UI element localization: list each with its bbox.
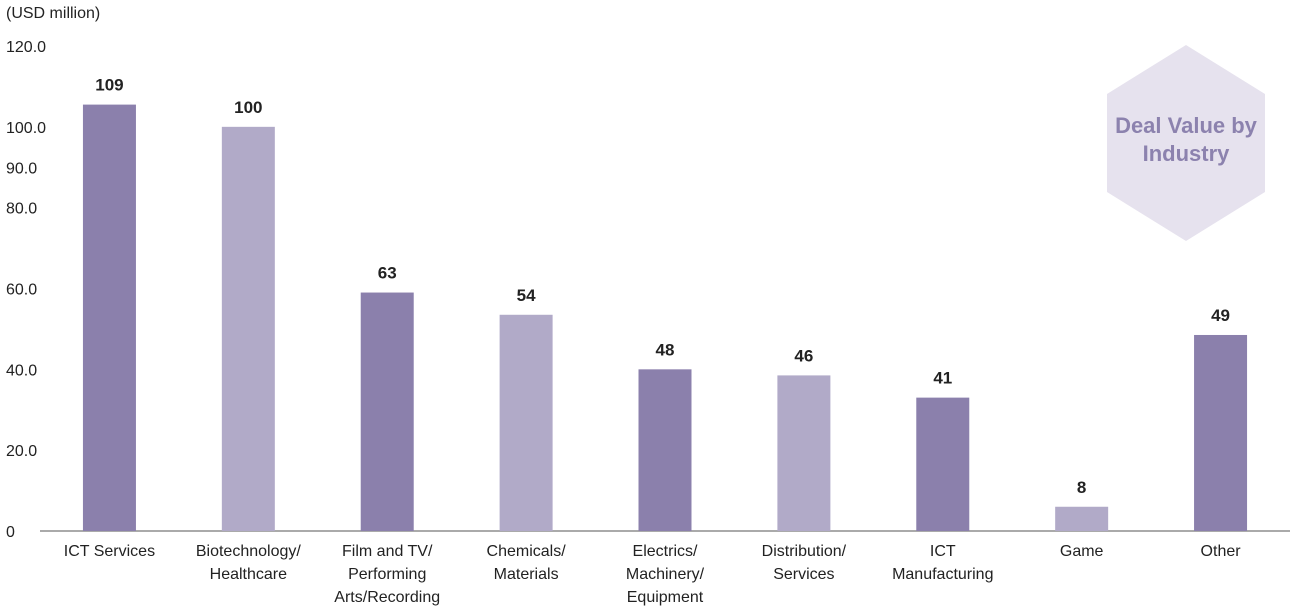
y-tick-label: 0 (6, 524, 15, 541)
data-label: 8 (1077, 478, 1086, 497)
data-label: 48 (656, 340, 675, 359)
data-label: 63 (378, 264, 397, 283)
data-label: 54 (517, 286, 536, 305)
x-category-label: Machinery/ (626, 566, 705, 583)
bar (360, 292, 414, 531)
x-category-label: ICT (930, 543, 956, 560)
badge-title-line-2: Industry (1142, 141, 1230, 166)
data-label: 100 (234, 98, 262, 117)
bar (1194, 334, 1248, 531)
x-category-label: Arts/Recording (334, 589, 440, 606)
bar (638, 369, 692, 531)
data-label: 41 (933, 369, 952, 388)
x-category-label: Other (1201, 543, 1242, 560)
x-category-label: Electrics/ (633, 543, 698, 560)
data-label: 109 (95, 76, 123, 95)
x-category-label: Manufacturing (892, 566, 993, 583)
x-category-label: Film and TV/ (342, 543, 433, 560)
x-category-label: Materials (494, 566, 559, 583)
title-badge-hexagon (1107, 45, 1265, 241)
bar (777, 375, 831, 531)
y-unit-label: (USD million) (6, 5, 101, 22)
y-tick-label: 20.0 (6, 443, 37, 460)
x-category-label: Biotechnology/ (196, 543, 302, 560)
y-tick-label: 120.0 (6, 39, 46, 56)
bar (82, 104, 136, 532)
chart-title-badge: Deal Value by Industry (1107, 112, 1265, 168)
y-tick-label: 90.0 (6, 160, 37, 177)
x-category-label: Equipment (627, 589, 704, 606)
x-category-label: Chemicals/ (487, 543, 567, 560)
x-category-label: Performing (348, 566, 426, 583)
x-category-label: ICT Services (64, 543, 155, 560)
y-tick-label: 80.0 (6, 201, 37, 218)
data-label: 49 (1211, 306, 1230, 325)
bar (499, 314, 553, 531)
x-category-label: Distribution/ (762, 543, 847, 560)
data-label: 46 (794, 346, 813, 365)
bar (916, 397, 970, 531)
x-category-label: Services (773, 566, 834, 583)
bar (221, 126, 275, 531)
x-category-label: Healthcare (210, 566, 287, 583)
y-tick-label: 100.0 (6, 120, 46, 137)
x-category-label: Game (1060, 543, 1104, 560)
badge-title-line-1: Deal Value by (1115, 113, 1257, 138)
bar (1055, 506, 1109, 531)
y-tick-label: 60.0 (6, 282, 37, 299)
y-tick-label: 40.0 (6, 362, 37, 379)
